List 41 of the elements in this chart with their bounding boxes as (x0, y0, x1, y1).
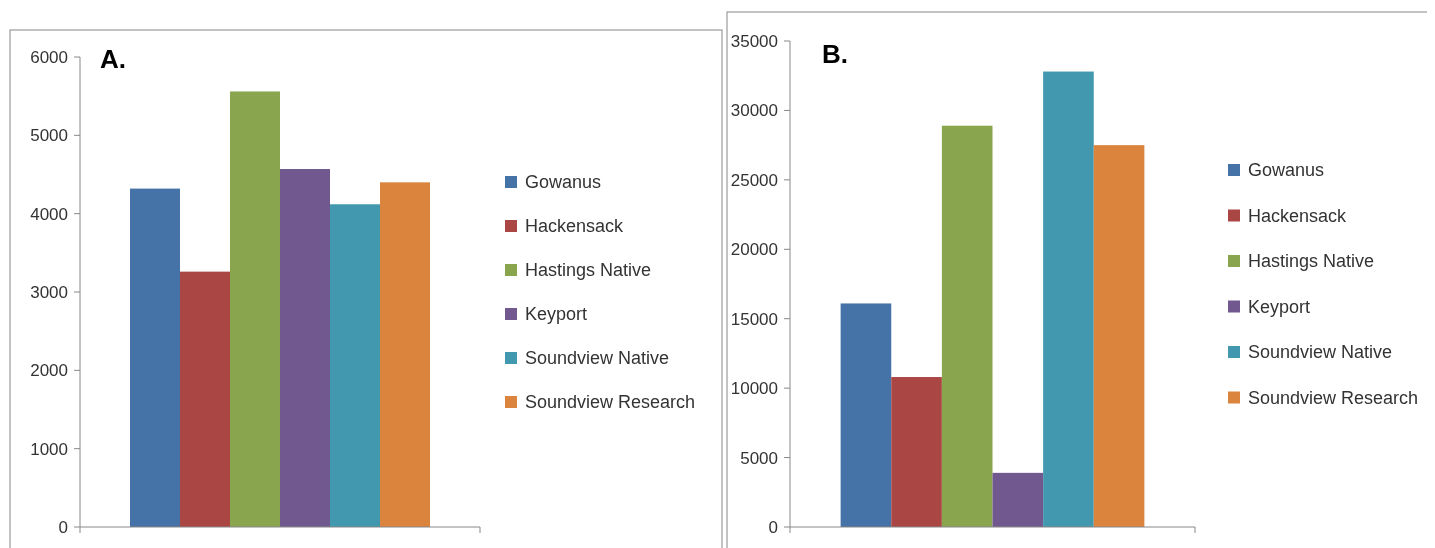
y-tick-label: 3000 (30, 282, 68, 302)
bar (992, 472, 1044, 527)
y-tick-label: 5000 (740, 448, 778, 468)
y-tick-label: 5000 (30, 126, 68, 146)
bar (1093, 145, 1145, 527)
bar (230, 91, 280, 527)
y-tick-label: 0 (58, 517, 68, 537)
bar (840, 303, 892, 527)
y-tick-label: 6000 (30, 47, 68, 67)
y-tick-label: 0 (768, 517, 778, 537)
legend-label: Soundview Native (525, 348, 670, 369)
legend-label: Hastings Native (525, 260, 652, 281)
bar (180, 271, 230, 527)
legend-label: Gowanus (1248, 160, 1325, 181)
bar (380, 182, 430, 527)
chart-title: A. (100, 44, 126, 74)
legend-label: Soundview Research (1248, 387, 1419, 408)
legend-label: Hackensack (525, 216, 625, 237)
legend-label: Keyport (1248, 296, 1311, 317)
y-tick-label: 1000 (30, 439, 68, 459)
y-tick-label: 2000 (30, 361, 68, 381)
bar (941, 125, 993, 527)
bar (280, 169, 330, 527)
chart-title: B. (822, 39, 848, 69)
bar (130, 188, 180, 527)
legend-label: Keyport (525, 304, 588, 325)
legend-label: Soundview Native (1248, 342, 1393, 363)
legend-label: Hastings Native (1248, 251, 1375, 272)
y-tick-label: 35000 (730, 31, 778, 51)
legend-label: Gowanus (525, 172, 602, 193)
y-tick-label: 20000 (730, 240, 778, 260)
bar (891, 377, 942, 527)
y-tick-label: 30000 (730, 101, 778, 121)
y-tick-label: 25000 (730, 170, 778, 190)
legend-label: Soundview Research (525, 392, 696, 413)
y-tick-label: 15000 (730, 309, 778, 329)
bar (330, 204, 380, 527)
legend-label: Hackensack (1248, 205, 1348, 226)
bar (1043, 71, 1094, 527)
y-tick-label: 10000 (730, 379, 778, 399)
y-tick-label: 4000 (30, 204, 68, 224)
